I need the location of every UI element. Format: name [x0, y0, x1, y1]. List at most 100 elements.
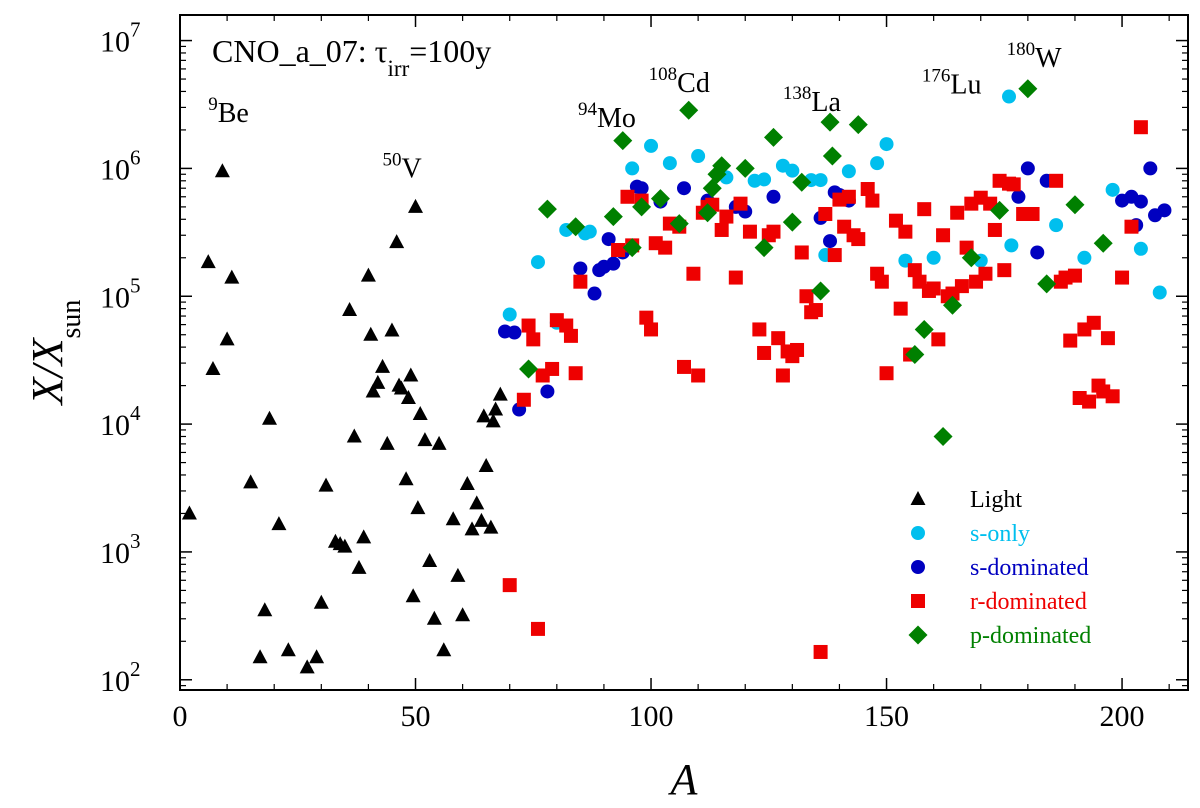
data-point-light — [389, 234, 405, 249]
legend-marker — [908, 625, 928, 645]
data-point-light — [261, 410, 277, 425]
data-point-r-dominated — [686, 266, 701, 281]
data-point-light — [459, 475, 475, 490]
isotope-mass-number: 138 — [783, 83, 812, 104]
chart-title-subscript: irr — [388, 56, 410, 81]
data-point-s-dominated — [634, 181, 649, 196]
y-tick-exponent: 4 — [130, 401, 141, 425]
y-axis-title: X/Xsun — [23, 300, 87, 407]
data-point-r-dominated — [719, 209, 734, 224]
data-point-s-only — [841, 164, 856, 179]
data-point-light — [346, 428, 362, 443]
data-point-s-only — [502, 307, 517, 322]
y-tick-base: 10 — [100, 409, 130, 442]
data-point-s-only — [1105, 182, 1120, 197]
data-point-s-only — [662, 156, 677, 171]
isotope-mass-number: 108 — [649, 64, 678, 85]
data-point-light — [280, 642, 296, 657]
data-point-p-dominated — [603, 207, 623, 227]
data-point-p-dominated — [990, 200, 1010, 220]
isotope-element: Cd — [677, 68, 710, 99]
data-point-p-dominated — [537, 199, 557, 219]
data-point-s-only — [879, 137, 894, 152]
data-point-light — [370, 374, 386, 389]
data-point-r-dominated — [841, 189, 856, 204]
isotope-element: W — [1035, 43, 1062, 74]
isotope-element: V — [402, 153, 422, 184]
data-point-s-only — [870, 156, 885, 171]
data-point-s-dominated — [601, 232, 616, 247]
data-point-light — [476, 408, 492, 423]
data-point-r-dominated — [502, 578, 517, 593]
chart-title-main: CNO_a_07: τ — [212, 33, 388, 69]
data-point-r-dominated — [691, 368, 706, 383]
data-point-p-dominated — [782, 212, 802, 232]
x-tick-label: 100 — [629, 700, 674, 733]
data-point-s-only — [691, 149, 706, 164]
data-point-p-dominated — [811, 281, 831, 301]
data-point-light — [403, 367, 419, 382]
plot-frame — [179, 14, 1189, 691]
data-point-s-dominated — [1030, 245, 1045, 260]
chart-title-tail: =100y — [409, 33, 491, 69]
data-point-s-only — [582, 224, 597, 239]
data-point-light — [356, 529, 372, 544]
data-point-light — [426, 610, 442, 625]
data-point-s-dominated — [823, 234, 838, 249]
data-point-light — [469, 495, 485, 510]
isotope-label: 9Be — [208, 94, 249, 129]
data-point-p-dominated — [566, 217, 586, 237]
data-point-light — [417, 432, 433, 447]
legend-label: Light — [970, 487, 1022, 513]
isotope-label: 108Cd — [649, 64, 710, 99]
data-point-r-dominated — [1067, 268, 1082, 283]
data-point-s-only — [926, 250, 941, 265]
isotope-element: Be — [218, 98, 249, 129]
data-point-r-dominated — [728, 270, 743, 285]
data-point-p-dominated — [632, 197, 652, 217]
isotope-label: 176Lu — [922, 66, 982, 101]
data-point-p-dominated — [698, 203, 718, 223]
x-tick-label: 50 — [401, 700, 431, 733]
data-point-light — [214, 163, 230, 178]
data-point-s-dominated — [540, 384, 555, 399]
isotope-label: 50V — [383, 149, 422, 184]
data-point-r-dominated — [1006, 177, 1021, 192]
data-point-p-dominated — [792, 172, 812, 192]
data-point-r-dominated — [808, 303, 823, 318]
x-tick-label: 0 — [173, 700, 188, 733]
data-point-r-dominated — [1086, 315, 1101, 330]
legend-label: s-dominated — [970, 555, 1089, 581]
legend-marker — [911, 526, 925, 540]
y-tick-exponent: 7 — [130, 18, 141, 42]
data-point-light — [445, 511, 461, 526]
legend-entry: r-dominated — [911, 589, 1087, 615]
data-point-light — [257, 602, 273, 617]
data-point-light — [492, 386, 508, 401]
data-point-s-dominated — [573, 261, 588, 276]
data-point-r-dominated — [752, 322, 767, 337]
data-point-light — [252, 649, 268, 664]
data-point-r-dominated — [799, 289, 814, 304]
data-point-light — [478, 458, 494, 473]
legend-marker — [911, 560, 925, 574]
data-point-light — [243, 474, 259, 489]
data-point-s-only — [644, 138, 659, 153]
data-point-r-dominated — [677, 359, 691, 374]
data-point-r-dominated — [530, 621, 545, 636]
series-p-dominated — [519, 79, 1113, 446]
data-point-p-dominated — [961, 248, 981, 268]
data-point-r-dominated — [851, 232, 866, 247]
data-point-light — [337, 538, 353, 553]
data-point-s-only — [785, 163, 800, 178]
legend-label: s-only — [970, 521, 1030, 547]
legend-entry: s-dominated — [911, 555, 1089, 581]
isotope-mass-number: 180 — [1007, 39, 1036, 60]
isotope-element: La — [811, 87, 841, 118]
data-point-s-dominated — [606, 256, 621, 271]
data-point-p-dominated — [622, 238, 642, 258]
data-point-r-dominated — [766, 224, 781, 239]
data-point-p-dominated — [822, 146, 842, 166]
legend-marker — [911, 594, 925, 608]
